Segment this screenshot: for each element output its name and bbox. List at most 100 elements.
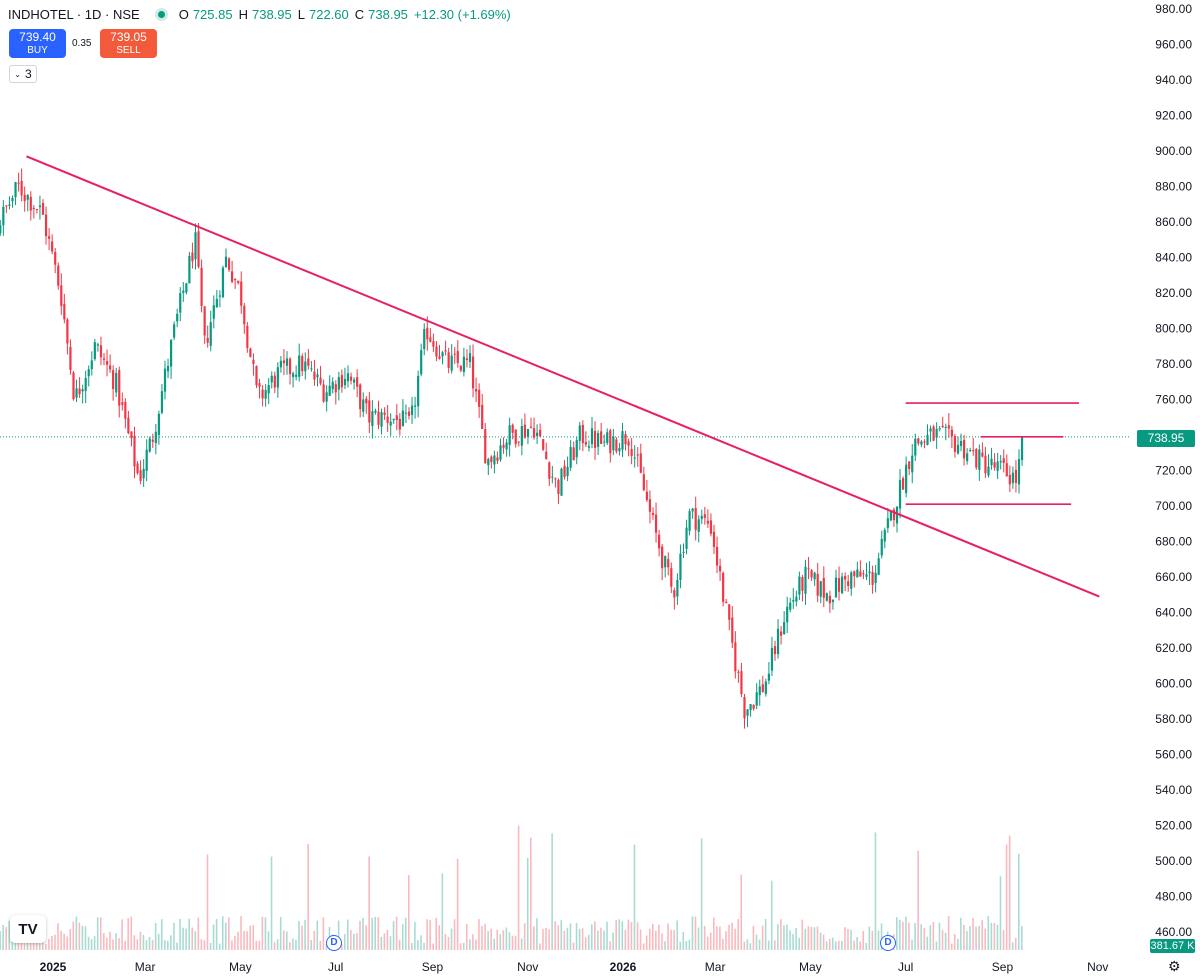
candle-body — [267, 385, 270, 394]
candle-body — [554, 478, 557, 480]
candle-body — [737, 671, 740, 673]
candle-body — [96, 344, 99, 346]
candle-body — [633, 457, 636, 459]
candle-body — [447, 352, 450, 368]
volume-bar — [831, 937, 834, 950]
volume-bar — [597, 930, 599, 950]
volume-bar — [102, 933, 105, 950]
symbol-title[interactable]: INDHOTEL · 1D · NSE — [8, 7, 140, 22]
candle-body — [514, 429, 517, 445]
volume-bar — [682, 931, 685, 950]
volume-bar — [273, 942, 276, 950]
sell-button[interactable]: 739.05 SELL — [100, 29, 157, 58]
candle-body — [895, 506, 899, 524]
candle-body — [575, 440, 578, 458]
volume-bar — [987, 916, 990, 950]
candle-body — [465, 358, 469, 361]
volume-bar — [972, 917, 974, 950]
volume-bar — [523, 923, 526, 950]
volume-bar — [853, 940, 855, 950]
candle-body — [145, 449, 148, 471]
volume-bar — [822, 934, 825, 950]
candle-body — [118, 370, 121, 406]
dividend-icon[interactable]: D — [326, 935, 342, 951]
volume-bar — [112, 939, 114, 950]
volume-bar — [691, 916, 694, 950]
candle-body — [715, 546, 719, 566]
candle-body — [41, 202, 45, 215]
candle-body — [230, 271, 234, 282]
candle-body — [819, 581, 822, 597]
candle-body — [194, 232, 197, 260]
candle-body — [850, 572, 853, 589]
volume-bar — [420, 935, 422, 950]
volume-bar — [963, 924, 965, 950]
candle-body — [14, 182, 17, 198]
volume-bar — [60, 930, 62, 950]
volume-bar — [902, 921, 904, 950]
volume-bar — [502, 930, 505, 950]
candle-body — [240, 281, 243, 306]
candle-body — [11, 197, 14, 202]
volume-bar — [539, 943, 541, 950]
volume-bar — [228, 917, 230, 950]
candle-body — [606, 432, 609, 444]
volume-bar — [603, 930, 605, 950]
volume-bar — [350, 929, 352, 950]
tradingview-logo-icon[interactable]: TV — [10, 915, 46, 943]
volume-bar — [438, 925, 441, 950]
volume-bar — [475, 939, 477, 950]
volume-bar — [825, 941, 828, 950]
volume-bar — [712, 917, 715, 950]
volume-bar — [990, 922, 993, 950]
candle-body — [310, 368, 313, 370]
candle-body — [26, 195, 29, 200]
volume-bar — [304, 919, 306, 950]
volume-bar — [8, 920, 11, 950]
x-tick-label: Mar — [705, 960, 726, 974]
candle-body — [905, 464, 908, 494]
dividend-icon[interactable]: D — [880, 935, 896, 951]
candle-body — [349, 376, 353, 381]
volume-bar — [496, 929, 499, 950]
volume-bar — [310, 940, 312, 950]
buy-button[interactable]: 739.40 BUY — [9, 29, 66, 58]
settings-icon[interactable]: ⚙ — [1168, 958, 1181, 974]
volume-bar — [374, 916, 377, 950]
volume-bar — [679, 941, 682, 950]
candle-body — [987, 466, 990, 476]
volume-bar — [697, 927, 700, 950]
candle-body — [1017, 459, 1021, 485]
y-tick-label: 820.00 — [1155, 286, 1192, 300]
volume-bar — [676, 920, 678, 950]
volume-bar — [526, 857, 529, 950]
x-tick-label: 2025 — [40, 960, 67, 974]
x-tick-label: Jul — [898, 960, 913, 974]
volume-bar — [368, 856, 370, 950]
candle-body — [938, 428, 941, 430]
descending-trendline[interactable] — [26, 155, 1100, 598]
candle-body — [529, 426, 533, 428]
high-label: H — [238, 7, 248, 22]
candle-body — [752, 705, 755, 709]
indicators-toggle-button[interactable]: ⌄ 3 — [9, 65, 37, 83]
volume-bar — [224, 922, 227, 950]
volume-bar — [529, 837, 532, 950]
volume-bar — [789, 930, 791, 950]
candle-body — [429, 337, 432, 342]
candle-body — [773, 646, 777, 655]
volume-bar — [246, 931, 248, 950]
candle-body — [551, 476, 554, 478]
candle-body — [182, 290, 185, 294]
volume-bar — [218, 943, 221, 950]
candle-body — [804, 566, 807, 594]
candle-body — [761, 684, 764, 692]
x-tick-label: 2026 — [610, 960, 637, 974]
volume-bar — [343, 934, 346, 950]
candle-body — [618, 448, 621, 452]
candle-body — [359, 384, 362, 410]
candle-body — [301, 356, 304, 372]
volume-bar — [804, 928, 807, 950]
volume-bar — [0, 931, 1, 950]
